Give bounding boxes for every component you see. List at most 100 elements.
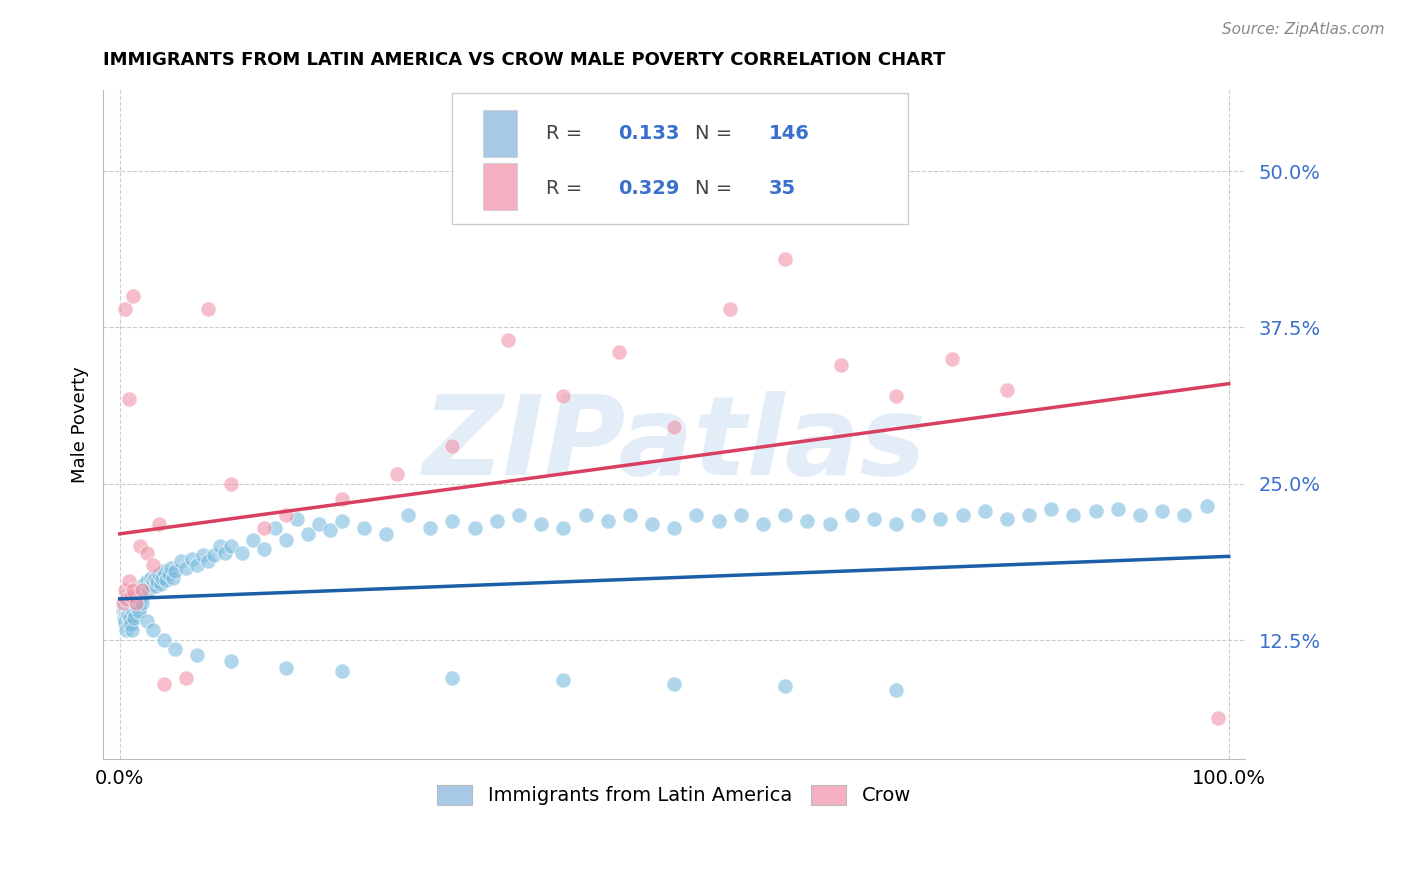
Point <box>117 574 139 589</box>
Point <box>165 565 187 579</box>
Point <box>664 520 686 534</box>
Point <box>396 508 419 522</box>
Point <box>297 526 319 541</box>
Point <box>115 591 138 606</box>
Point <box>142 558 165 573</box>
Point <box>143 571 166 585</box>
Point <box>159 560 181 574</box>
Point <box>773 508 796 522</box>
Point <box>231 546 253 560</box>
Point <box>1129 508 1152 522</box>
Point <box>121 623 143 637</box>
Point <box>141 579 163 593</box>
Point <box>685 508 707 522</box>
Point <box>129 583 152 598</box>
Point <box>124 602 146 616</box>
Point <box>1084 504 1107 518</box>
Point <box>1173 508 1195 522</box>
Point <box>115 608 138 623</box>
Point <box>773 252 796 266</box>
Point <box>1206 711 1229 725</box>
Point <box>1040 501 1063 516</box>
Point <box>114 615 136 629</box>
Point <box>118 596 141 610</box>
Point <box>752 516 775 531</box>
Point <box>128 596 150 610</box>
Point <box>441 439 464 453</box>
Point <box>134 577 156 591</box>
Point <box>153 633 176 648</box>
Point <box>120 591 142 606</box>
Point <box>374 526 396 541</box>
Text: Source: ZipAtlas.com: Source: ZipAtlas.com <box>1222 22 1385 37</box>
Point <box>117 392 139 406</box>
Point <box>884 389 907 403</box>
Text: 0.329: 0.329 <box>619 178 679 197</box>
Point <box>136 574 159 589</box>
Point <box>155 573 177 587</box>
Point <box>112 604 135 618</box>
Point <box>419 520 441 534</box>
Point <box>117 615 139 629</box>
Legend: Immigrants from Latin America, Crow: Immigrants from Latin America, Crow <box>429 777 920 813</box>
Point <box>142 623 165 637</box>
Point <box>142 574 165 589</box>
Point <box>162 571 184 585</box>
Point <box>214 546 236 560</box>
Point <box>118 610 141 624</box>
Point <box>553 389 575 403</box>
Point <box>219 655 242 669</box>
Point <box>496 333 519 347</box>
Point <box>242 533 264 547</box>
Point <box>385 467 408 481</box>
Point <box>841 508 863 522</box>
Point <box>274 533 297 547</box>
Point <box>112 599 135 614</box>
Point <box>120 610 142 624</box>
Point <box>150 571 173 585</box>
Point <box>125 596 148 610</box>
Point <box>118 615 141 629</box>
Point <box>202 548 225 562</box>
Point <box>553 520 575 534</box>
Point <box>122 599 145 614</box>
Point <box>120 616 142 631</box>
Point <box>131 583 153 598</box>
Point <box>308 516 330 531</box>
Point <box>664 677 686 691</box>
Point <box>219 539 242 553</box>
Point <box>122 289 145 303</box>
Point <box>170 554 193 568</box>
Point <box>114 604 136 618</box>
Point <box>157 566 180 581</box>
Point <box>121 604 143 618</box>
Point <box>149 577 172 591</box>
Point <box>1018 508 1040 522</box>
Point <box>117 604 139 618</box>
FancyBboxPatch shape <box>484 163 517 211</box>
Point <box>145 579 167 593</box>
Point <box>117 612 139 626</box>
Point <box>127 599 149 614</box>
Text: 146: 146 <box>769 124 810 143</box>
Point <box>1063 508 1085 522</box>
Text: N =: N = <box>695 124 738 143</box>
Point <box>553 673 575 688</box>
Point <box>973 504 995 518</box>
Point <box>274 661 297 675</box>
Point <box>148 566 170 581</box>
Point <box>114 616 136 631</box>
Point <box>127 590 149 604</box>
Point <box>884 683 907 698</box>
Point <box>125 596 148 610</box>
Point <box>122 583 145 598</box>
Point <box>138 583 160 598</box>
Point <box>274 508 297 522</box>
Point <box>114 301 136 316</box>
Point <box>330 665 353 679</box>
Point <box>117 608 139 623</box>
Point <box>197 301 219 316</box>
Point <box>153 565 176 579</box>
FancyBboxPatch shape <box>451 93 908 224</box>
Point <box>1195 500 1218 514</box>
